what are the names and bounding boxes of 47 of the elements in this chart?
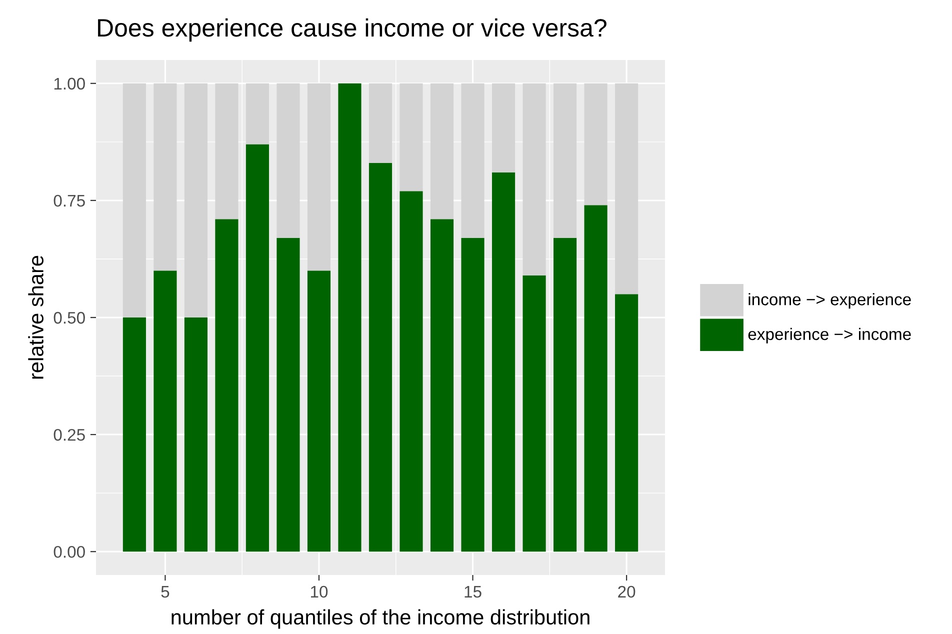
- bar: [430, 219, 454, 552]
- bar: [246, 83, 270, 144]
- bar: [522, 83, 546, 276]
- bar: [615, 294, 638, 552]
- bar: [400, 83, 423, 192]
- bar: [276, 83, 300, 238]
- bar: [368, 83, 392, 163]
- bar: [430, 83, 454, 220]
- bar: [215, 83, 238, 220]
- bar: [554, 83, 577, 238]
- bar: [184, 83, 208, 318]
- legend-label: experience −> income: [748, 328, 911, 344]
- x-tick-label: 5: [161, 586, 170, 598]
- bar: [122, 83, 146, 318]
- y-tick-label: 0.50: [54, 312, 85, 324]
- bar: [368, 163, 392, 552]
- y-tick-label: 0.25: [54, 428, 85, 441]
- y-tick-label: 1.00: [54, 78, 85, 90]
- bar: [215, 219, 238, 552]
- bar: [615, 83, 638, 294]
- bar: [400, 191, 423, 552]
- bar: [492, 172, 516, 552]
- bar: [307, 270, 331, 552]
- bar: [184, 318, 208, 552]
- y-axis-title: relative share: [28, 256, 44, 379]
- bar: [584, 83, 608, 206]
- bar: [461, 83, 484, 238]
- bar: [276, 238, 300, 552]
- chart-title: Does experience cause income or vice versa?: [98, 18, 606, 42]
- bar: [461, 238, 484, 552]
- bar: [122, 318, 146, 552]
- bar: [338, 83, 362, 552]
- y-tick-label: 0.75: [54, 194, 85, 207]
- bar: [492, 83, 516, 172]
- x-tick-label: 20: [618, 586, 636, 598]
- y-tick-label: 0.00: [54, 546, 85, 558]
- bar: [154, 83, 177, 271]
- bar: [307, 83, 331, 271]
- bar: [554, 238, 577, 552]
- legend-label: income −> experience: [748, 293, 911, 309]
- bar: [246, 144, 270, 552]
- bar: [584, 205, 608, 552]
- x-tick-label: 15: [464, 586, 482, 598]
- x-tick-label: 10: [310, 586, 328, 598]
- bar: [154, 270, 177, 552]
- bar: [522, 275, 546, 552]
- x-axis-title: number of quantiles of the income distribution: [172, 609, 590, 629]
